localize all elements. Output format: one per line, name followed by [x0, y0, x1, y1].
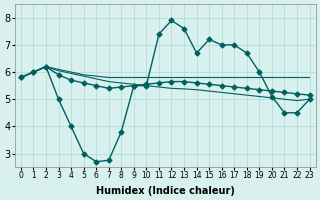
X-axis label: Humidex (Indice chaleur): Humidex (Indice chaleur): [96, 186, 235, 196]
